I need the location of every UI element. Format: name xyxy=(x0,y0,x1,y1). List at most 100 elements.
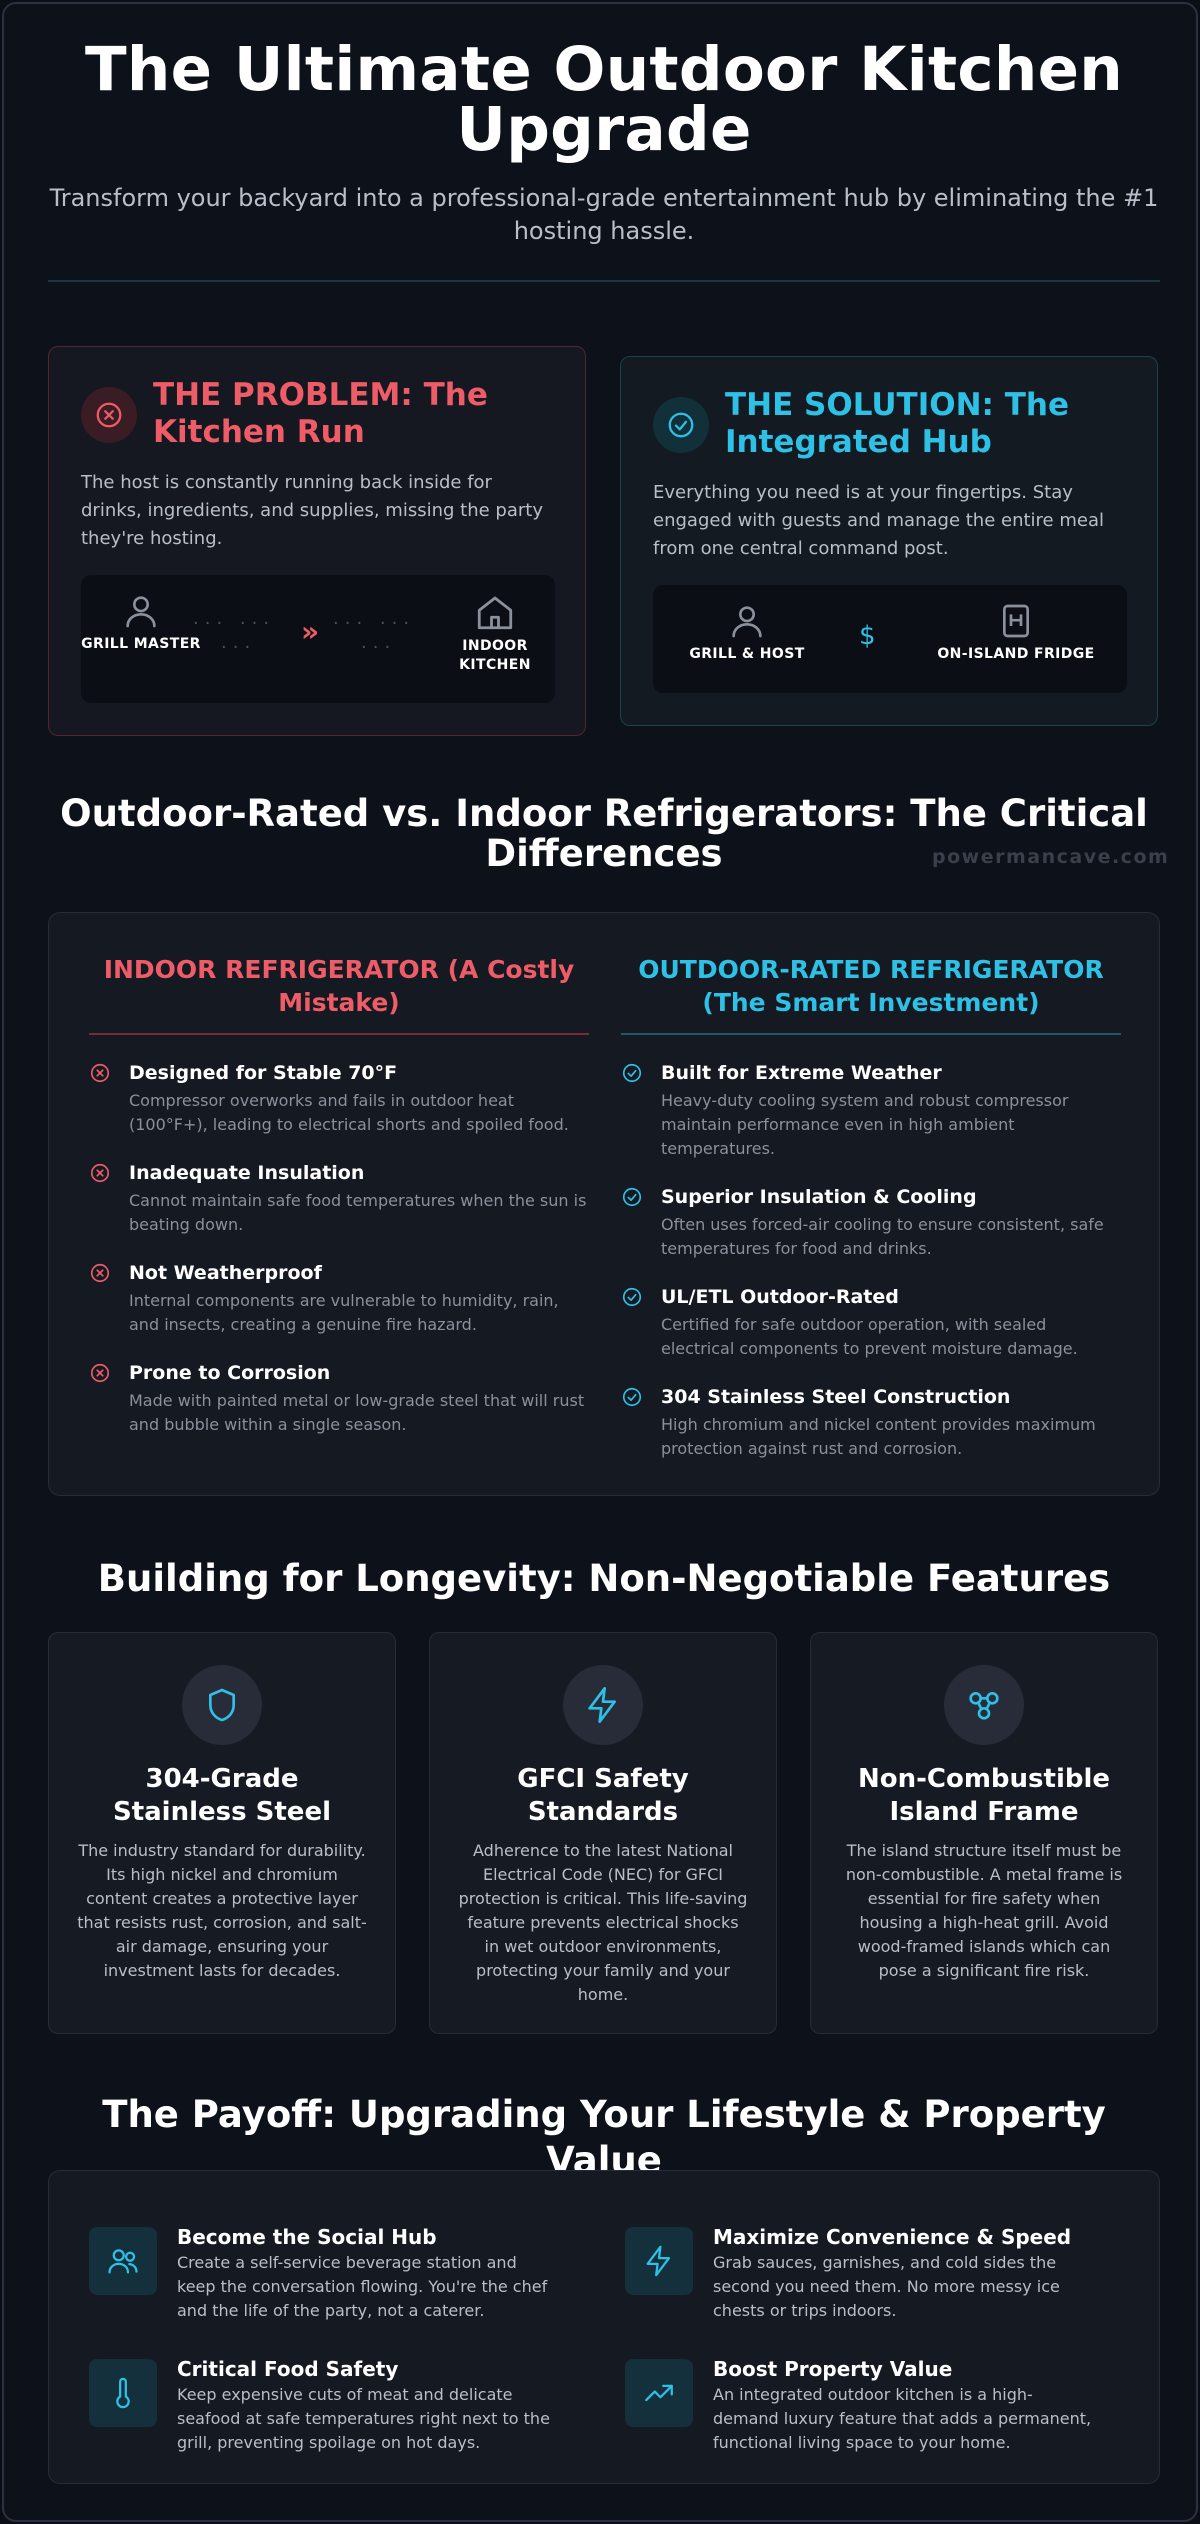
grill-master-node: GRILL MASTER xyxy=(81,591,201,654)
solution-card: THE SOLUTION: The Integrated Hub Everyth… xyxy=(620,356,1158,726)
check-circle-icon xyxy=(622,1063,642,1083)
solution-title: THE SOLUTION: The Integrated Hub xyxy=(725,387,1069,460)
solution-flow-diagram: GRILL & HOST $ ON-ISLAND FRIDGE xyxy=(653,585,1127,693)
item-title: Designed for Stable 70°F xyxy=(129,1062,398,1084)
list-item: Designed for Stable 70°F Compressor over… xyxy=(89,1061,589,1137)
payoff-item-text: An integrated outdoor kitchen is a high-… xyxy=(713,2385,1092,2452)
item-title: Built for Extreme Weather xyxy=(661,1062,942,1084)
check-circle-icon xyxy=(622,1187,642,1207)
hero-divider xyxy=(48,280,1160,282)
item-text: Certified for safe outdoor operation, wi… xyxy=(661,1315,1078,1358)
shield-icon xyxy=(182,1665,262,1745)
flow-dots: ··· ··· xyxy=(193,613,276,634)
indoor-kitchen-label: INDOOR KITCHEN xyxy=(459,638,531,673)
problem-title: THE PROBLEM: The Kitchen Run xyxy=(153,377,488,450)
house-icon xyxy=(474,596,516,637)
flow-dots: ··· xyxy=(221,637,257,658)
list-item: 304 Stainless Steel Construction High ch… xyxy=(621,1385,1121,1461)
payoff-item-text: Create a self-service beverage station a… xyxy=(177,2253,548,2320)
list-item: Superior Insulation & Cooling Often uses… xyxy=(621,1185,1121,1261)
payoff-item-title: Maximize Convenience & Speed xyxy=(713,2225,1072,2249)
feature-title: Non-Combustible Island Frame xyxy=(857,1764,1111,1827)
item-title: 304 Stainless Steel Construction xyxy=(661,1386,1011,1408)
item-title: Superior Insulation & Cooling xyxy=(661,1186,977,1208)
lightning-icon xyxy=(563,1665,643,1745)
payoff-card: Become the Social Hub Create a self-serv… xyxy=(48,2170,1160,2484)
feature-text: The industry standard for durability. It… xyxy=(77,1841,367,1980)
person-icon xyxy=(121,596,161,635)
payoff-item-title: Become the Social Hub xyxy=(177,2225,437,2249)
trending-up-icon xyxy=(625,2359,693,2427)
item-text: Cannot maintain safe food temperatures w… xyxy=(129,1191,587,1234)
on-island-fridge-node: ON-ISLAND FRIDGE xyxy=(921,601,1111,664)
lightning-icon xyxy=(625,2227,693,2295)
hero: The Ultimate Outdoor Kitchen Upgrade Tra… xyxy=(44,34,1164,248)
problem-flow-diagram: GRILL MASTER ··· ··· ··· » ··· ··· ··· I… xyxy=(81,575,555,703)
comparison-card: INDOOR REFRIGERATOR (A Costly Mistake) D… xyxy=(48,912,1160,1496)
feature-card-gfci: GFCI Safety Standards Adherence to the l… xyxy=(429,1632,777,2034)
payoff-item-social: Become the Social Hub Create a self-serv… xyxy=(89,2225,559,2323)
grill-master-label: GRILL MASTER xyxy=(81,636,201,652)
item-text: Compressor overworks and fails in outdoo… xyxy=(129,1091,569,1134)
item-text: Made with painted metal or low-grade ste… xyxy=(129,1391,585,1434)
flow-dots: ··· ··· xyxy=(333,613,416,634)
list-item: Built for Extreme Weather Heavy-duty coo… xyxy=(621,1061,1121,1161)
page-title: The Ultimate Outdoor Kitchen Upgrade xyxy=(84,34,1123,165)
item-text: Often uses forced-air cooling to ensure … xyxy=(661,1215,1104,1258)
payoff-item-text: Keep expensive cuts of meat and delicate… xyxy=(177,2385,550,2452)
indoor-heading: INDOOR REFRIGERATOR (A Costly Mistake) xyxy=(89,953,589,1035)
payoff-item-title: Critical Food Safety xyxy=(177,2357,399,2381)
item-title: Not Weatherproof xyxy=(129,1262,322,1284)
payoff-item-property-value: Boost Property Value An integrated outdo… xyxy=(625,2357,1095,2455)
list-item: Prone to Corrosion Made with painted met… xyxy=(89,1361,589,1437)
check-circle-icon xyxy=(622,1387,642,1407)
feature-card-stainless: 304-Grade Stainless Steel The industry s… xyxy=(48,1632,396,2034)
indoor-column: INDOOR REFRIGERATOR (A Costly Mistake) D… xyxy=(89,953,589,1437)
feature-title: 304-Grade Stainless Steel xyxy=(112,1764,331,1827)
indoor-kitchen-node: INDOOR KITCHEN xyxy=(435,591,555,675)
x-circle-icon xyxy=(81,387,137,443)
features-title: Building for Longevity: Non-Negotiable F… xyxy=(97,1557,1111,1600)
person-icon xyxy=(727,606,767,645)
watermark: powermancave.com xyxy=(932,846,1170,868)
item-text: Internal components are vulnerable to hu… xyxy=(129,1291,559,1334)
list-item: UL/ETL Outdoor-Rated Certified for safe … xyxy=(621,1285,1121,1361)
x-circle-icon xyxy=(90,1263,110,1283)
check-circle-icon xyxy=(653,397,709,453)
flow-arrow: » xyxy=(301,615,320,648)
feature-text: Adherence to the latest National Electri… xyxy=(458,1841,748,2004)
feature-card-frame: Non-Combustible Island Frame The island … xyxy=(810,1632,1158,2034)
item-title: Prone to Corrosion xyxy=(129,1362,331,1384)
payoff-item-convenience: Maximize Convenience & Speed Grab sauces… xyxy=(625,2225,1095,2323)
item-text: Heavy-duty cooling system and robust com… xyxy=(661,1091,1069,1158)
feature-title: GFCI Safety Standards xyxy=(517,1764,689,1827)
x-circle-icon xyxy=(90,1363,110,1383)
item-title: UL/ETL Outdoor-Rated xyxy=(661,1286,899,1308)
frame-nodes-icon xyxy=(944,1665,1024,1745)
problem-body: The host is constantly running back insi… xyxy=(81,472,543,549)
comparison-title: Outdoor-Rated vs. Indoor Refrigerators: … xyxy=(60,792,1148,875)
flow-connector: $ xyxy=(859,621,876,651)
list-item: Inadequate Insulation Cannot maintain sa… xyxy=(89,1161,589,1237)
outdoor-column: OUTDOOR-RATED REFRIGERATOR (The Smart In… xyxy=(621,953,1121,1461)
payoff-item-text: Grab sauces, garnishes, and cold sides t… xyxy=(713,2253,1060,2320)
users-icon xyxy=(89,2227,157,2295)
payoff-item-food-safety: Critical Food Safety Keep expensive cuts… xyxy=(89,2357,559,2455)
on-island-fridge-label: ON-ISLAND FRIDGE xyxy=(937,646,1095,662)
payoff-title: The Payoff: Upgrading Your Lifestyle & P… xyxy=(102,2093,1106,2182)
flow-dots: ··· xyxy=(361,637,397,658)
x-circle-icon xyxy=(90,1163,110,1183)
x-circle-icon xyxy=(90,1063,110,1083)
problem-card: THE PROBLEM: The Kitchen Run The host is… xyxy=(48,346,586,736)
outdoor-heading: OUTDOOR-RATED REFRIGERATOR (The Smart In… xyxy=(621,953,1121,1035)
solution-body: Everything you need is at your fingertip… xyxy=(653,482,1104,559)
grill-host-label: GRILL & HOST xyxy=(689,646,805,662)
thermometer-icon xyxy=(89,2359,157,2427)
page-subtitle: Transform your backyard into a professio… xyxy=(49,184,1159,245)
item-text: High chromium and nickel content provide… xyxy=(661,1415,1096,1458)
grill-host-node: GRILL & HOST xyxy=(677,601,817,664)
fridge-icon xyxy=(996,604,1036,645)
list-item: Not Weatherproof Internal components are… xyxy=(89,1261,589,1337)
payoff-item-title: Boost Property Value xyxy=(713,2357,953,2381)
